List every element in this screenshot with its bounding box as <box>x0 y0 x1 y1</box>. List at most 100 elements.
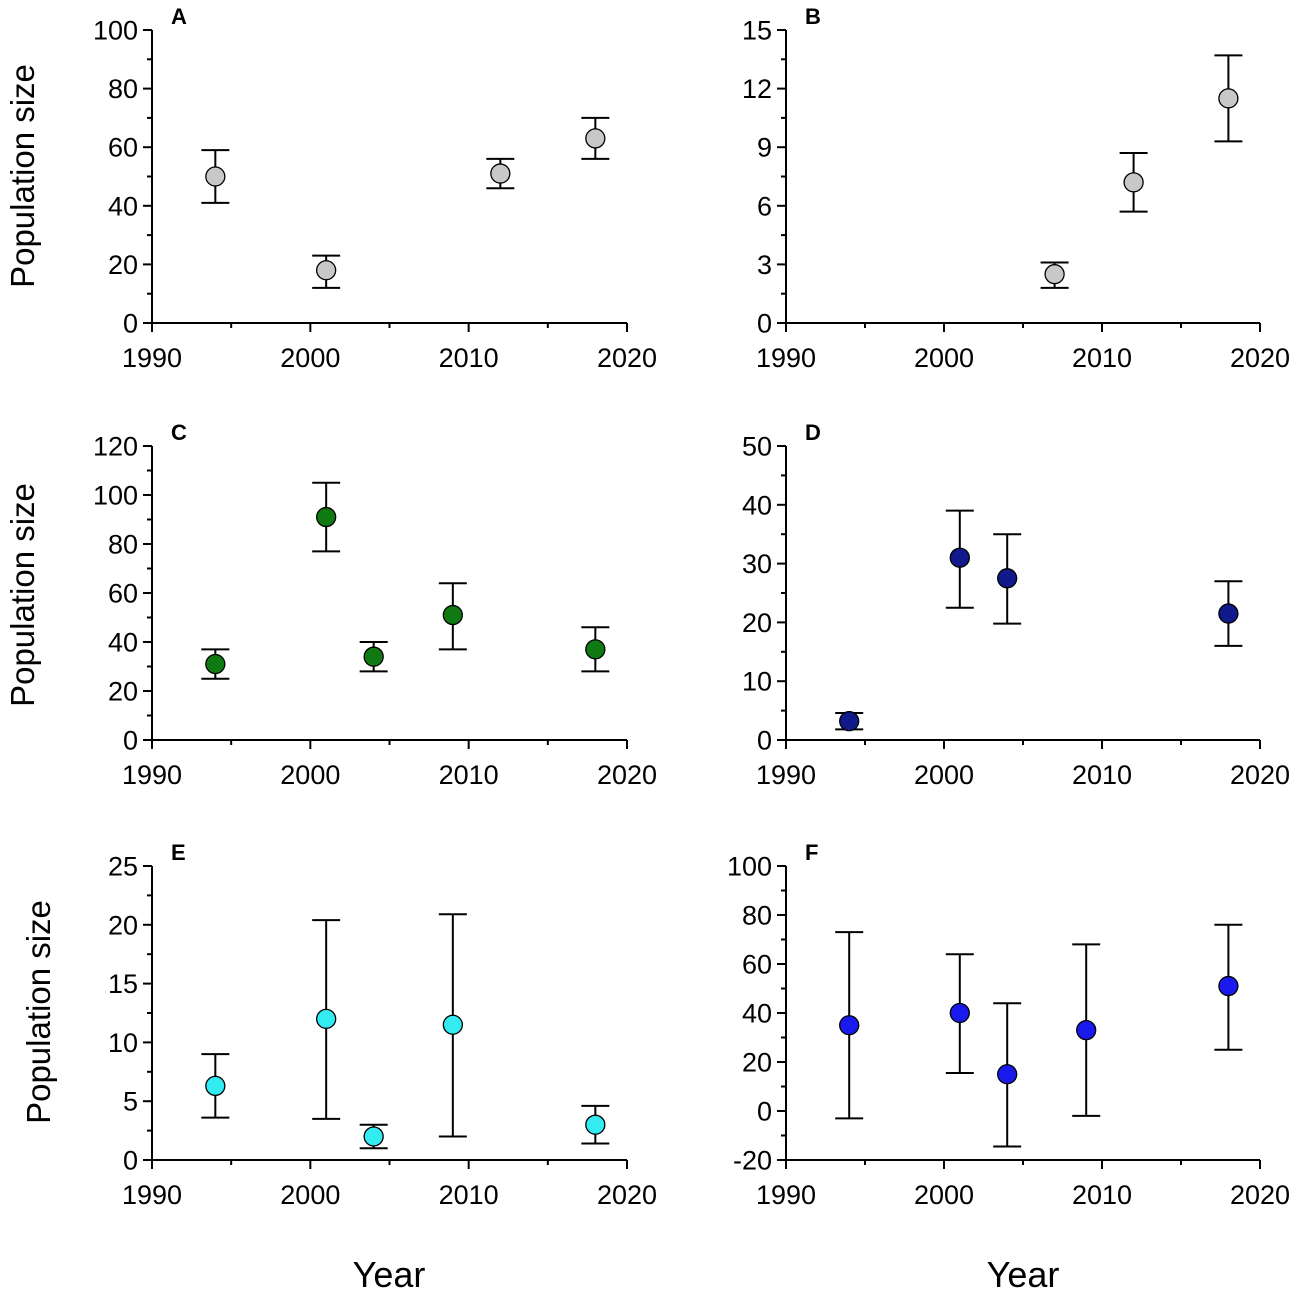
y-tick-label-f: -20 <box>733 1146 772 1176</box>
y-tick-label-d: 30 <box>742 549 772 579</box>
y-tick-label-a: 60 <box>108 133 138 163</box>
x-tick-label-e: 2010 <box>439 1180 499 1210</box>
data-point-b <box>1044 264 1065 285</box>
y-tick-label-f: 40 <box>742 999 772 1029</box>
y-tick-label-c: 0 <box>123 726 138 756</box>
y-tick-label-d: 10 <box>742 667 772 697</box>
y-tick-label-e: 20 <box>108 910 138 940</box>
y-tick-label-f: 80 <box>742 901 772 931</box>
y-tick-label-e: 10 <box>108 1028 138 1058</box>
x-tick-label-f: 2020 <box>1230 1180 1290 1210</box>
x-tick-label-d: 2010 <box>1072 760 1132 790</box>
y-tick-label-e: 5 <box>123 1087 138 1117</box>
panel-e: 0 5 10 15 20 25 1990 2000 2010 2020 E <box>108 840 657 1210</box>
data-point-c <box>205 653 226 675</box>
x-tick-label-b: 2020 <box>1230 343 1290 373</box>
data-point-a <box>585 128 606 149</box>
panel-c: 0 20 40 60 80 100 120 1990 2000 2010 2020 C <box>93 420 657 790</box>
data-point-c <box>585 639 606 660</box>
data-point-f <box>1076 1020 1097 1041</box>
data-point-b <box>1123 172 1144 193</box>
x-tick-label-a: 2010 <box>439 343 499 373</box>
y-tick-label-a: 40 <box>108 191 138 221</box>
data-point-a <box>316 260 337 281</box>
data-point-c <box>363 646 384 667</box>
data-point-e <box>585 1114 606 1135</box>
data-point-f <box>949 1002 970 1024</box>
figure-xlabel-left: Year <box>353 1254 426 1293</box>
y-tick-label-b: 12 <box>742 74 772 104</box>
x-tick-label-e: 1990 <box>122 1180 182 1210</box>
x-tick-label-e: 2020 <box>597 1180 657 1210</box>
y-tick-label-b: 3 <box>757 250 772 280</box>
x-tick-label-b: 2010 <box>1072 343 1132 373</box>
x-tick-label-d: 2020 <box>1230 760 1290 790</box>
panel-d: 0 10 20 30 40 50 1990 2000 2010 2020 D <box>742 420 1290 790</box>
panel-letter-b: B <box>805 4 821 29</box>
data-point-d <box>949 547 970 568</box>
figure-ylabel-row-2: Population size <box>4 483 41 707</box>
y-tick-label-f: 100 <box>727 852 772 882</box>
data-point-f <box>1218 975 1239 997</box>
panel-letter-c: C <box>171 420 187 445</box>
y-tick-label-a: 0 <box>123 309 138 339</box>
data-point-b <box>1218 88 1239 109</box>
y-tick-label-c: 60 <box>108 579 138 609</box>
data-point-d <box>1218 603 1239 624</box>
y-tick-label-d: 50 <box>742 432 772 462</box>
panel-letter-a: A <box>171 4 187 29</box>
panel-letter-e: E <box>171 840 186 865</box>
data-point-f <box>997 1064 1018 1085</box>
data-point-d <box>997 568 1018 589</box>
y-tick-label-e: 15 <box>108 969 138 999</box>
data-point-e <box>316 1008 337 1030</box>
data-point-c <box>316 506 337 528</box>
panel-a: 0 20 40 60 80 100 1990 2000 2010 2020 A <box>93 4 657 373</box>
x-tick-label-f: 2000 <box>914 1180 974 1210</box>
data-point-e <box>442 1014 463 1035</box>
y-tick-label-e: 25 <box>108 852 138 882</box>
y-tick-label-c: 120 <box>93 432 138 462</box>
x-tick-label-c: 1990 <box>122 760 182 790</box>
x-tick-label-c: 2010 <box>439 760 499 790</box>
x-tick-label-f: 1990 <box>756 1180 816 1210</box>
x-tick-label-e: 2000 <box>280 1180 340 1210</box>
x-tick-label-d: 1990 <box>756 760 816 790</box>
y-tick-label-d: 40 <box>742 490 772 520</box>
panel-letter-f: F <box>805 840 818 865</box>
panel-b: 0 3 6 9 12 15 1990 2000 2010 2020 B <box>742 4 1290 373</box>
x-tick-label-c: 2000 <box>280 760 340 790</box>
data-point-e <box>363 1126 384 1147</box>
figure-xlabel-right: Year <box>987 1254 1060 1293</box>
data-point-a <box>205 166 226 187</box>
data-point-c <box>442 604 463 626</box>
x-tick-label-d: 2000 <box>914 760 974 790</box>
y-tick-label-c: 80 <box>108 530 138 560</box>
y-tick-label-b: 9 <box>757 133 772 163</box>
data-point-a <box>490 163 511 184</box>
y-tick-label-b: 0 <box>757 309 772 339</box>
y-tick-label-c: 20 <box>108 677 138 707</box>
x-tick-label-b: 1990 <box>756 343 816 373</box>
data-point-f <box>839 1015 860 1036</box>
panel-letter-d: D <box>805 420 821 445</box>
y-tick-label-f: 20 <box>742 1048 772 1078</box>
data-point-d <box>839 711 860 732</box>
panel-f: -20 0 20 40 60 80 100 1990 2000 2010 2020 F <box>727 840 1290 1210</box>
y-tick-label-a: 100 <box>93 16 138 46</box>
y-tick-label-f: 0 <box>757 1097 772 1127</box>
y-tick-label-a: 20 <box>108 250 138 280</box>
x-tick-label-a: 2000 <box>280 343 340 373</box>
x-tick-label-c: 2020 <box>597 760 657 790</box>
y-tick-label-b: 15 <box>742 16 772 46</box>
y-tick-label-c: 40 <box>108 628 138 658</box>
figure-ylabel-row-1: Population size <box>4 64 41 288</box>
x-tick-label-b: 2000 <box>914 343 974 373</box>
data-point-e <box>205 1075 226 1097</box>
y-tick-label-a: 80 <box>108 74 138 104</box>
y-tick-label-d: 20 <box>742 608 772 638</box>
y-tick-label-f: 60 <box>742 950 772 980</box>
y-tick-label-c: 100 <box>93 481 138 511</box>
